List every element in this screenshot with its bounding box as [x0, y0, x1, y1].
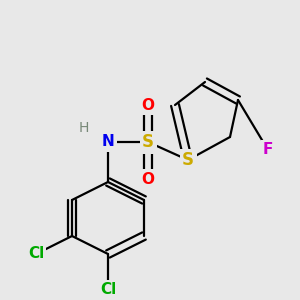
- Text: N: N: [102, 134, 114, 149]
- Text: Cl: Cl: [100, 283, 116, 298]
- Text: F: F: [263, 142, 273, 158]
- Text: S: S: [142, 133, 154, 151]
- Text: O: O: [142, 98, 154, 112]
- Text: S: S: [182, 151, 194, 169]
- Text: H: H: [79, 121, 89, 135]
- Text: Cl: Cl: [28, 247, 44, 262]
- Text: O: O: [142, 172, 154, 187]
